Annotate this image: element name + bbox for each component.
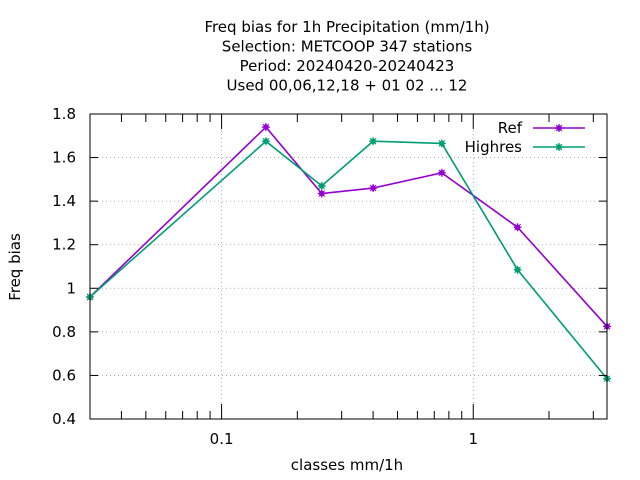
y-tick-label: 0.4: [52, 410, 76, 428]
series-ref: [86, 123, 611, 331]
x-tick-label: 0.1: [210, 430, 234, 448]
data-point: [437, 168, 446, 177]
data-point: [369, 137, 378, 146]
data-point: [317, 181, 326, 190]
x-tick-label: 1: [468, 430, 478, 448]
legend-label-ref: Ref: [498, 119, 523, 137]
data-point: [369, 184, 378, 193]
y-tick-label: 1.8: [52, 105, 76, 123]
y-tick-label: 1.4: [52, 192, 76, 210]
legend-marker-highres: [555, 143, 563, 151]
data-point: [513, 265, 522, 274]
series-highres: [86, 137, 611, 383]
y-tick-label: 1.2: [52, 236, 76, 254]
title-line-2: Selection: METCOOP 347 stations: [222, 38, 473, 56]
y-tick-label: 1: [66, 279, 76, 297]
series-layer: [86, 123, 611, 383]
x-axis-label: classes mm/1h: [291, 456, 403, 474]
tick-labels: 0.4 0.6 0.8 1 1.2 1.4 1.6 1.8 0.1 1: [52, 105, 478, 448]
data-point: [513, 223, 522, 232]
data-point: [261, 137, 270, 146]
series-line-highres: [89, 140, 608, 380]
legend-marker-ref: [555, 124, 563, 132]
chart-title: Freq bias for 1h Precipitation (mm/1h) Se…: [204, 18, 489, 95]
series-line-ref: [89, 125, 608, 327]
data-point: [317, 189, 326, 198]
plot-border: [89, 113, 608, 420]
y-tick-label: 1.6: [52, 149, 76, 167]
title-line-4: Used 00,06,12,18 + 01 02 ... 12: [227, 77, 468, 95]
data-point: [437, 139, 446, 148]
data-point: [261, 123, 270, 132]
grid: [90, 114, 607, 419]
title-line-3: Period: 20240420-20240423: [240, 57, 455, 75]
axis-ticks: [90, 113, 607, 420]
y-axis-label: Freq bias: [6, 233, 24, 301]
legend-label-highres: Highres: [465, 138, 523, 156]
y-tick-label: 0.6: [52, 366, 76, 384]
title-line-1: Freq bias for 1h Precipitation (mm/1h): [204, 18, 489, 36]
y-tick-label: 0.8: [52, 323, 76, 341]
plot-frame: [89, 113, 608, 420]
